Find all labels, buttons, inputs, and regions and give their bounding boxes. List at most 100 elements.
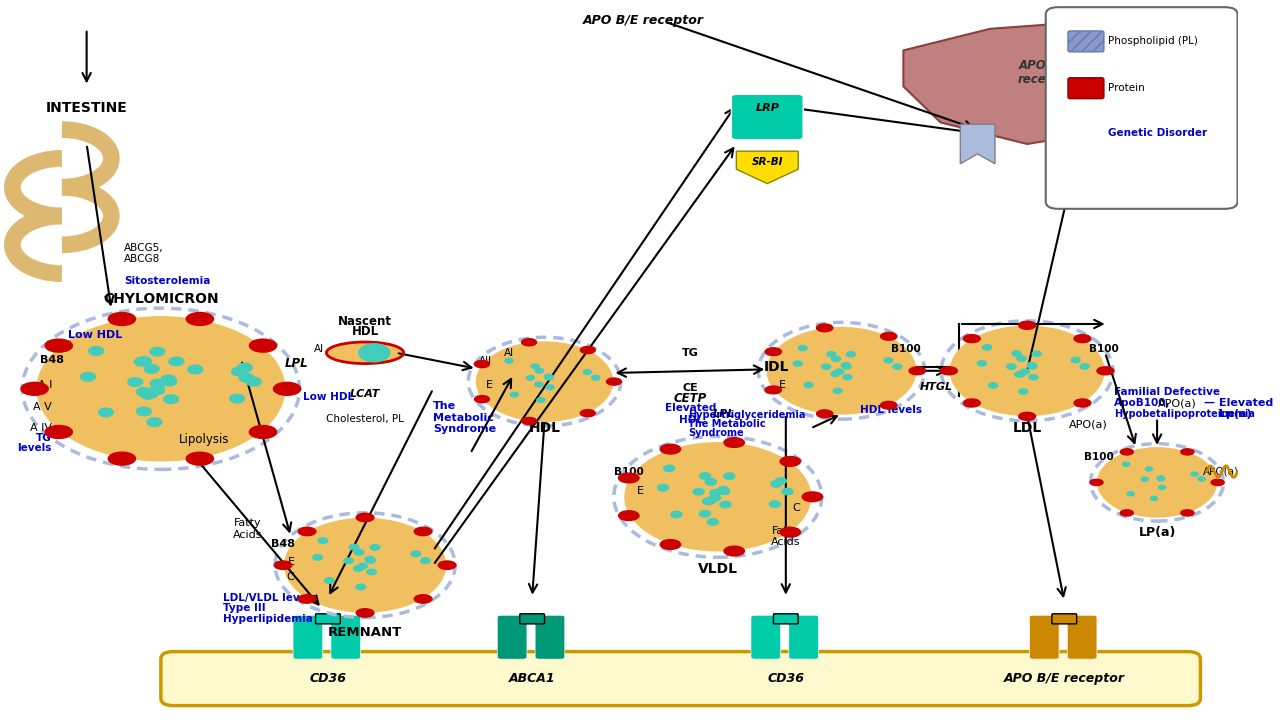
Circle shape [88,346,104,355]
Ellipse shape [964,335,980,343]
Text: HDL: HDL [529,421,561,435]
Text: HDL: HDL [352,325,379,338]
Text: VLDL: VLDL [698,562,737,575]
Ellipse shape [780,456,800,467]
Circle shape [1006,364,1016,369]
FancyBboxPatch shape [773,613,799,624]
Ellipse shape [724,546,745,556]
Text: CE: CE [682,383,699,393]
Text: Lp(a): Lp(a) [1219,409,1252,419]
Ellipse shape [607,378,621,385]
Circle shape [141,390,155,399]
Circle shape [1019,389,1028,394]
Circle shape [99,408,114,417]
Circle shape [366,558,375,563]
Text: AI: AI [314,344,324,354]
Circle shape [699,473,710,480]
Text: C: C [287,572,294,582]
Circle shape [1146,467,1152,471]
Circle shape [161,375,175,384]
Text: Hypobetalipoproteinemia: Hypobetalipoproteinemia [1114,409,1254,419]
Circle shape [1190,472,1198,476]
Circle shape [708,518,718,525]
Text: B48: B48 [270,539,294,549]
Text: B100: B100 [1084,452,1114,462]
Circle shape [246,377,261,386]
Text: Hypertriglyceridemia: Hypertriglyceridemia [689,410,805,420]
Circle shape [846,352,855,357]
Circle shape [767,328,915,414]
Circle shape [312,554,323,560]
Circle shape [1151,496,1157,500]
Circle shape [1071,357,1080,363]
Ellipse shape [1181,449,1194,455]
Text: LPL: LPL [284,357,308,370]
Ellipse shape [415,595,431,603]
Circle shape [164,395,178,403]
Text: TG: TG [36,433,52,443]
Ellipse shape [1120,449,1133,455]
Circle shape [81,372,96,381]
Circle shape [1028,364,1037,369]
Text: APO(a): APO(a) [1158,398,1197,408]
Circle shape [137,387,151,396]
Circle shape [835,369,844,374]
Ellipse shape [660,540,681,549]
Circle shape [827,351,836,356]
Text: LRP: LRP [755,103,780,113]
Circle shape [143,390,157,398]
Ellipse shape [187,312,214,325]
Circle shape [511,392,518,397]
Circle shape [723,473,735,480]
Circle shape [531,364,539,369]
Circle shape [794,361,803,366]
Circle shape [718,488,730,495]
Ellipse shape [765,386,782,394]
Text: B100: B100 [1089,344,1119,354]
Circle shape [353,566,364,571]
Circle shape [671,511,682,518]
Circle shape [356,584,366,590]
Ellipse shape [187,452,214,465]
Ellipse shape [356,513,374,522]
Ellipse shape [964,399,980,407]
Ellipse shape [109,452,136,465]
Ellipse shape [109,312,136,325]
Circle shape [545,375,553,380]
Circle shape [692,488,704,495]
Circle shape [1157,477,1165,481]
Circle shape [1015,372,1024,377]
Circle shape [145,364,159,373]
Text: ABCA1: ABCA1 [509,672,556,685]
Text: B48: B48 [41,355,64,365]
Text: E: E [778,380,786,390]
Text: LDL: LDL [1012,421,1042,435]
Text: REMNANT: REMNANT [328,626,402,639]
Text: Elevated
HDL: Elevated HDL [664,403,717,425]
Circle shape [343,558,353,564]
Ellipse shape [724,438,745,447]
Circle shape [710,490,721,496]
Circle shape [150,347,165,356]
Ellipse shape [326,342,403,364]
Circle shape [1158,485,1166,490]
Circle shape [703,498,714,505]
Text: TG: TG [682,348,699,358]
Text: The Metabolic: The Metabolic [689,419,765,429]
Circle shape [535,369,544,373]
Polygon shape [960,124,995,164]
Ellipse shape [274,382,301,395]
Ellipse shape [660,444,681,454]
FancyBboxPatch shape [497,615,527,660]
FancyBboxPatch shape [316,613,340,624]
Circle shape [782,488,794,495]
Text: Lipolysis: Lipolysis [178,433,229,446]
Circle shape [705,479,717,485]
Text: Sitosterolemia: Sitosterolemia [124,276,210,286]
Circle shape [349,544,358,550]
Text: E: E [485,380,493,390]
Circle shape [804,382,813,387]
Text: A V: A V [33,402,52,412]
Ellipse shape [521,418,536,425]
Ellipse shape [45,339,73,352]
